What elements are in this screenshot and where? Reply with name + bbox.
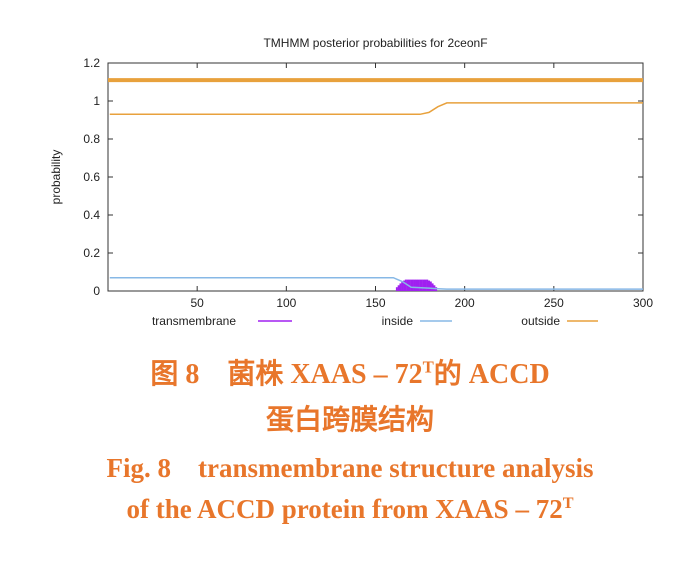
y-tick-label: 1.2 — [83, 56, 100, 70]
legend-label-transmembrane: transmembrane — [152, 314, 236, 328]
caption-cn-line1-pre: 图 8 菌株 XAAS – 72 — [150, 359, 423, 390]
legend-label-inside: inside — [382, 314, 414, 328]
series-line-outside — [109, 102, 643, 116]
plot-frame — [107, 62, 644, 292]
y-tick-label: 1 — [93, 94, 100, 108]
caption-cn-line1-sup: T — [422, 357, 434, 377]
x-tick-label: 50 — [190, 296, 204, 310]
x-tick-label: 100 — [276, 296, 296, 310]
tmhmm-chart: TMHMM posterior probabilities for 2ceonF… — [49, 36, 653, 328]
chart-title: TMHMM posterior probabilities for 2ceonF — [263, 36, 487, 50]
y-tick-label: 0.8 — [83, 132, 100, 146]
y-tick-label: 0.6 — [83, 170, 100, 184]
legend-label-outside: outside — [521, 314, 560, 328]
y-tick-label: 0 — [93, 284, 100, 298]
caption-en-line2-sup: T — [562, 494, 574, 512]
caption-en-line2-pre: of the ACCD protein from XAAS – 72 — [126, 494, 563, 524]
x-tick-label: 200 — [455, 296, 475, 310]
series-line-inside — [109, 276, 643, 290]
x-tick-label: 150 — [365, 296, 385, 310]
caption-cn-line1-post: 的 ACCD — [433, 359, 550, 390]
caption-en-line1: Fig. 8 transmembrane structure analysis — [106, 453, 594, 483]
y-tick-label: 0.4 — [83, 208, 100, 222]
y-tick-label: 0.2 — [83, 246, 100, 260]
caption-cn-line1: 图 8 菌株 XAAS – 72T的 ACCD — [0, 352, 700, 392]
y-axis-label: probability — [49, 150, 63, 205]
caption-en-line2: of the ACCD protein from XAAS – 72T — [0, 494, 700, 525]
x-tick-label: 250 — [544, 296, 564, 310]
x-tick-label: 300 — [633, 296, 653, 310]
caption-cn-line2: 蛋白跨膜结构 — [265, 405, 434, 436]
